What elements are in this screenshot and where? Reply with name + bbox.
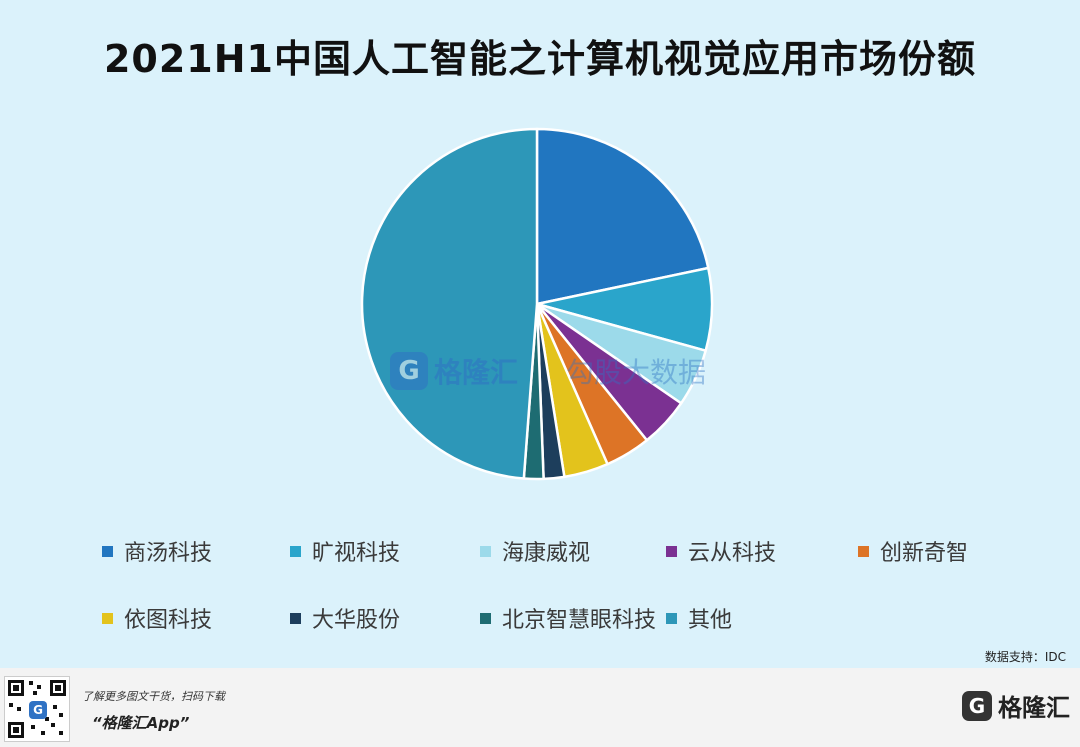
footer-banner: G 了解更多图文干货，扫码下载 “格隆汇App” G 格隆汇 — [0, 668, 1080, 747]
qr-logo-icon: G — [29, 701, 47, 719]
brand-g-icon: G — [962, 690, 992, 721]
promo-text: 了解更多图文干货，扫码下载 — [82, 690, 225, 703]
pie-slice-0 — [535, 127, 710, 306]
qr-code-icon[interactable]: G — [4, 676, 70, 742]
qr-pattern — [8, 680, 66, 738]
promo-app-name: “格隆汇App” — [92, 714, 190, 732]
brand-logo: G 格隆汇 — [962, 688, 1070, 723]
data-source: 数据支持：IDC — [984, 650, 1066, 664]
watermark-g-icon: G — [390, 352, 428, 390]
brand-name: 格隆汇 — [998, 694, 1070, 722]
watermark-logo: G 格隆汇 — [390, 351, 518, 391]
watermark-text: 勾股大数据 — [566, 356, 707, 389]
pie-slice-8 — [360, 127, 539, 480]
watermark-brand: 格隆汇 — [434, 356, 519, 389]
chart-title: 2021H1中国人工智能之计算机视觉应用市场份额 — [103, 37, 976, 81]
